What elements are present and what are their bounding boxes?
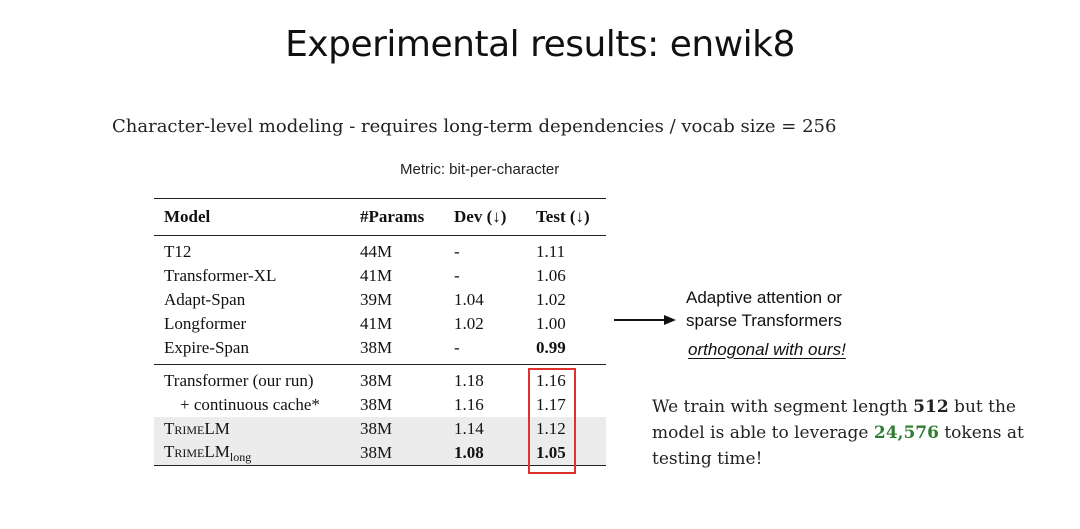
token-count-value: 24,576: [873, 423, 939, 443]
training-note: We train with segment length 512 but the…: [652, 394, 1052, 472]
model-name: TrimeLM: [164, 441, 230, 461]
cell-model: Longformer: [164, 314, 247, 333]
cell-model: + continuous cache*: [180, 395, 320, 414]
annotation-line-1: Adaptive attention or: [686, 288, 842, 307]
cell-model: Expire-Span: [154, 336, 350, 365]
cell-params: 38M: [350, 417, 444, 441]
cell-params: 39M: [360, 290, 393, 309]
cell-dev: -: [454, 266, 460, 285]
cell-params: 38M: [350, 441, 444, 466]
cell-params: 38M: [360, 371, 393, 390]
highlight-box: [528, 368, 576, 474]
table-row: + continuous cache* 38M 1.16 1.17: [154, 393, 606, 417]
training-note-part-3: tokens at testing time!: [652, 423, 1024, 469]
cell-dev: -: [454, 242, 460, 261]
cell-test: 1.16: [536, 371, 566, 390]
cell-test-best: 1.05: [526, 441, 606, 466]
slide-subtitle: Character-level modeling - requires long…: [112, 116, 837, 137]
slide-title: Experimental results: enwik8: [285, 24, 795, 65]
cell-params: 44M: [360, 242, 393, 261]
cell-test: 1.11: [536, 242, 566, 261]
annotation-line-2: sparse Transformers: [686, 311, 842, 330]
table-row: Expire-Span 38M - 0.99: [154, 336, 606, 365]
metric-label: Metric: bit-per-character: [400, 161, 560, 178]
training-note-part-2: but the model is able to leverage: [652, 397, 1016, 443]
cell-dev: -: [444, 336, 526, 365]
cell-params: 41M: [360, 266, 393, 285]
table-header-row: Model #Params Dev (↓) Test (↓): [154, 198, 606, 236]
cell-test: 1.00: [536, 314, 566, 333]
cell-test-best: 0.99: [526, 336, 606, 365]
cell-dev: 1.18: [454, 371, 484, 390]
table-row: Transformer-XL 41M - 1.06: [154, 264, 606, 288]
cell-test: 1.06: [536, 266, 566, 285]
cell-model: TrimeLM: [154, 417, 350, 441]
cell-test: 1.02: [536, 290, 566, 309]
header-test: Test (↓): [526, 198, 606, 236]
cell-model: T12: [164, 242, 192, 261]
table-row: TrimeLMlong 38M 1.08 1.05: [154, 441, 606, 466]
table-row: Transformer (our run) 38M 1.18 1.16: [154, 365, 606, 394]
cell-test: 1.12: [526, 417, 606, 441]
annotation-note: Adaptive attention or sparse Transformer…: [686, 286, 842, 332]
results-table: Model #Params Dev (↓) Test (↓) T12 44M -…: [154, 198, 606, 466]
table-row: Longformer 41M 1.02 1.00: [154, 312, 606, 336]
cell-dev: 1.02: [454, 314, 484, 333]
header-model: Model: [154, 198, 350, 236]
cell-params: 38M: [350, 336, 444, 365]
cell-model: Transformer (our run): [164, 371, 314, 390]
cell-dev-best: 1.08: [444, 441, 526, 466]
cell-dev: 1.16: [454, 395, 484, 414]
header-params: #Params: [350, 198, 444, 236]
table-row: Adapt-Span 39M 1.04 1.02: [154, 288, 606, 312]
cell-model: Adapt-Span: [164, 290, 246, 309]
table-row: T12 44M - 1.11: [154, 236, 606, 265]
header-dev: Dev (↓): [444, 198, 526, 236]
cell-test: 1.17: [536, 395, 566, 414]
cell-model: TrimeLMlong: [154, 441, 350, 466]
training-note-part-1: We train with segment length: [652, 397, 914, 417]
right-arrow-icon: [614, 315, 676, 325]
cell-params: 41M: [360, 314, 393, 333]
cell-model: Transformer-XL: [164, 266, 277, 285]
cell-params: 38M: [360, 395, 393, 414]
table-row: TrimeLM 38M 1.14 1.12: [154, 417, 606, 441]
segment-length-value: 512: [913, 397, 949, 417]
annotation-emphasis: orthogonal with ours!: [688, 340, 846, 359]
model-subscript: long: [229, 449, 252, 464]
cell-dev: 1.04: [454, 290, 484, 309]
cell-dev: 1.14: [444, 417, 526, 441]
